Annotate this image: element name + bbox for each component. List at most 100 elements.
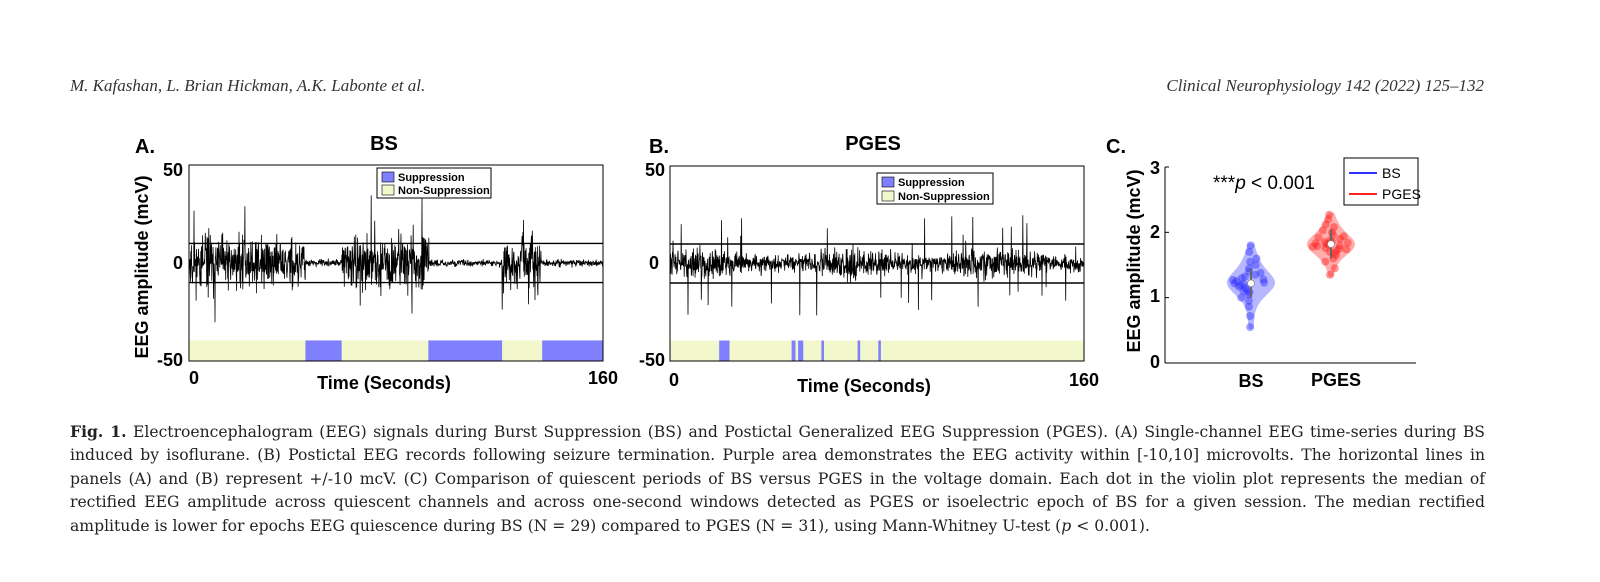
legend-suppression-swatch <box>381 171 395 183</box>
panel-c-ytick-1: 1 <box>1150 286 1160 306</box>
data-point-pges <box>1313 242 1322 251</box>
data-point-pges <box>1318 226 1327 235</box>
data-point-pges <box>1330 223 1339 232</box>
data-point-pges <box>1314 233 1323 242</box>
data-point-bs <box>1240 283 1249 292</box>
data-point-bs <box>1246 312 1255 320</box>
panel-c-xtick-bs: BS <box>1238 371 1263 391</box>
panel-a-ytick-50: 50 <box>163 160 183 180</box>
data-point-pges <box>1332 246 1341 255</box>
data-point-bs <box>1240 272 1249 281</box>
data-point-bs <box>1229 276 1238 284</box>
data-point-bs <box>1237 293 1246 302</box>
data-point-bs <box>1244 302 1253 311</box>
legend-pges-label: PGES <box>1382 186 1421 202</box>
caption-p: p <box>1061 516 1072 535</box>
data-point-pges <box>1339 232 1348 241</box>
legend-non-suppression-label: Non-Suppression <box>398 185 490 197</box>
data-point-bs <box>1245 247 1254 256</box>
data-point-pges <box>1330 249 1339 258</box>
legend-suppression-label: Suppression <box>898 177 965 189</box>
data-point-bs <box>1256 268 1265 277</box>
suppression-interval-5 <box>878 340 881 361</box>
data-point-bs <box>1232 277 1241 286</box>
suppression-interval-2 <box>542 340 603 361</box>
data-point-pges <box>1331 251 1340 260</box>
data-point-pges <box>1335 244 1344 253</box>
caption-text: Electroencephalogram (EEG) signals durin… <box>70 423 1485 535</box>
suppression-interval-2 <box>798 340 804 361</box>
data-point-bs <box>1239 279 1248 288</box>
suppression-interval-4 <box>857 340 861 361</box>
data-point-bs <box>1259 275 1268 284</box>
data-point-bs <box>1251 261 1260 269</box>
data-point-pges <box>1321 244 1330 252</box>
panel-a-x-axis-label: Time (Seconds) <box>317 373 451 393</box>
data-point-pges <box>1321 257 1330 266</box>
data-point-pges <box>1321 220 1330 229</box>
panel-b-pges-eeg: B. PGES 50 0 -50 0 160 Time (Seconds) Su… <box>639 133 1099 396</box>
panel-b-x-axis-label: Time (Seconds) <box>797 376 931 396</box>
panel-c-significance: ***p < 0.001 <box>1213 173 1315 194</box>
data-point-pges <box>1330 264 1339 273</box>
figure-1: A. BS EEG amplitude (mcV) 50 0 -50 0 160… <box>132 133 1421 396</box>
data-point-bs <box>1251 270 1260 279</box>
panel-b-title: PGES <box>845 133 901 155</box>
legend-suppression-swatch <box>881 176 895 188</box>
panel-a-y-axis-label: EEG amplitude (mcV) <box>132 175 152 358</box>
panel-c-y-axis-label: EEG amplitude (mcV) <box>1124 169 1144 352</box>
panel-b-label: B. <box>649 136 669 158</box>
figure-caption: Fig. 1. Electroencephalogram (EEG) signa… <box>70 420 1485 538</box>
data-point-pges <box>1326 270 1334 279</box>
data-point-pges <box>1342 245 1351 254</box>
data-point-bs <box>1237 274 1246 283</box>
panel-c-violin: C. EEG amplitude (mcV) 3 2 1 0 BS PGES *… <box>1106 136 1421 391</box>
data-point-bs <box>1230 279 1239 288</box>
axes-frame <box>669 165 1085 362</box>
panel-b-ytick-neg50: -50 <box>639 350 665 370</box>
panel-c-ytick-2: 2 <box>1150 222 1160 242</box>
data-point-bs <box>1246 257 1255 266</box>
suppression-interval-0 <box>719 340 730 361</box>
data-point-bs <box>1239 287 1248 296</box>
panel-b-ytick-0: 0 <box>649 253 659 273</box>
panel-b-ytick-50: 50 <box>645 160 665 180</box>
caption-text-end: < 0.001). <box>1071 516 1150 535</box>
panel-a-label: A. <box>135 136 155 158</box>
axes-frame <box>188 164 604 362</box>
legend-non-suppression-swatch <box>381 184 395 196</box>
non-suppression-band <box>670 340 1084 361</box>
panel-b-xtick-0: 0 <box>669 370 679 390</box>
panel-a-legend: Suppression Non-Suppression <box>376 167 492 199</box>
non-suppression-band <box>189 340 603 361</box>
legend-suppression-label: Suppression <box>398 172 465 184</box>
data-point-bs <box>1246 323 1255 332</box>
data-point-pges <box>1308 242 1317 251</box>
panel-b-xtick-160: 160 <box>1069 370 1099 390</box>
data-point-pges <box>1336 234 1345 243</box>
panel-c-label: C. <box>1106 136 1126 158</box>
panel-a-title: BS <box>370 133 398 155</box>
running-head-authors: M. Kafashan, L. Brian Hickman, A.K. Labo… <box>70 76 426 95</box>
panel-a-bs-eeg: A. BS EEG amplitude (mcV) 50 0 -50 0 160… <box>132 133 618 393</box>
data-point-bs <box>1234 282 1243 291</box>
suppression-interval-1 <box>791 340 796 361</box>
legend-non-suppression-label: Non-Suppression <box>898 191 990 203</box>
suppression-interval-0 <box>305 340 342 361</box>
panel-a-ytick-neg50: -50 <box>157 350 183 370</box>
data-point-bs <box>1236 281 1245 290</box>
running-head-journal: Clinical Neurophysiology 142 (2022) 125–… <box>1166 76 1484 95</box>
data-point-bs <box>1243 285 1251 294</box>
suppression-interval-3 <box>821 340 824 361</box>
caption-label: Fig. 1. <box>70 422 127 441</box>
data-point-pges <box>1335 241 1344 250</box>
panel-c-ytick-3: 3 <box>1150 158 1160 178</box>
median-point-pges <box>1327 240 1335 248</box>
legend-non-suppression-swatch <box>881 190 895 202</box>
panel-b-legend: Suppression Non-Suppression <box>876 172 994 205</box>
suppression-interval-1 <box>428 340 503 361</box>
data-point-pges <box>1324 215 1333 224</box>
data-point-bs <box>1252 254 1261 263</box>
panel-c-xtick-pges: PGES <box>1311 370 1361 390</box>
legend-bs-label: BS <box>1382 165 1401 181</box>
